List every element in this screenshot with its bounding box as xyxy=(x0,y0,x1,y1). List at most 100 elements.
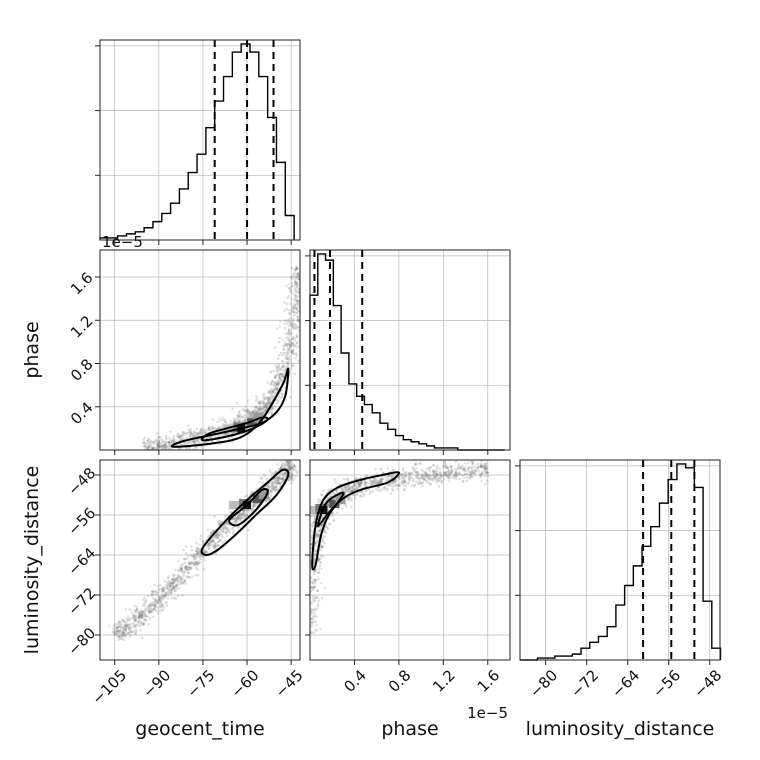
scatter-point xyxy=(168,589,172,592)
scatter-point xyxy=(211,440,214,443)
scatter-point xyxy=(287,294,291,298)
scatter-point xyxy=(314,535,318,538)
scatter-point xyxy=(133,609,137,613)
scatter-point xyxy=(306,612,309,615)
scatter-point xyxy=(192,440,196,443)
scatter-point xyxy=(123,634,127,638)
scatter-point xyxy=(168,442,171,446)
scatter-point xyxy=(287,347,291,351)
scatter-point xyxy=(307,576,310,579)
scatter-point xyxy=(277,477,280,481)
scatter-point xyxy=(391,487,394,491)
scatter-point xyxy=(223,432,226,436)
scatter-point xyxy=(462,468,465,472)
scatter-point xyxy=(253,503,256,506)
scatter-point xyxy=(260,407,263,411)
scatter-point xyxy=(223,525,226,529)
scatter-point xyxy=(218,417,221,420)
scatter-point xyxy=(281,479,285,482)
scatter-point xyxy=(147,622,150,626)
scatter-point xyxy=(407,472,410,475)
scatter-point xyxy=(243,418,246,421)
scatter-point xyxy=(268,469,272,472)
scatter-point xyxy=(149,604,153,607)
scatter-point xyxy=(163,445,167,449)
scatter-point xyxy=(294,630,297,633)
scatter-point xyxy=(434,475,437,478)
scatter-point xyxy=(119,625,123,629)
scatter-point xyxy=(414,463,417,466)
scatter-point xyxy=(185,567,188,570)
scatter-point xyxy=(183,561,187,565)
scatter-point xyxy=(113,633,117,636)
scatter-point xyxy=(197,441,200,444)
scatter-point xyxy=(290,350,293,354)
scatter-point xyxy=(286,351,290,355)
scatter-point xyxy=(476,465,480,469)
scatter-point xyxy=(481,465,484,469)
scatter-point xyxy=(178,575,182,578)
scatter-point xyxy=(181,581,184,585)
scatter-point xyxy=(126,615,130,619)
scatter-point xyxy=(208,543,212,547)
scatter-point xyxy=(257,408,260,411)
scatter-point xyxy=(419,462,423,465)
scatter-point xyxy=(274,381,277,384)
scatter-point xyxy=(134,632,137,635)
scatter-point xyxy=(334,480,338,484)
scatter-point xyxy=(196,551,199,554)
scatter-point xyxy=(438,471,442,474)
scatter-point xyxy=(321,540,324,543)
hist-frame-luminosity_distance xyxy=(519,459,721,661)
scatter-point xyxy=(244,413,248,417)
scatter-point xyxy=(205,436,209,440)
scatter-point xyxy=(176,594,180,597)
scatter-point xyxy=(260,407,263,411)
scatter-point xyxy=(276,463,279,466)
scatter-point xyxy=(155,593,159,597)
scatter-point xyxy=(282,348,285,352)
scatter-point xyxy=(190,561,194,565)
scatter-point xyxy=(242,514,245,518)
scatter-point xyxy=(120,637,123,641)
scatter-point xyxy=(277,412,280,416)
scatter-point xyxy=(181,580,184,584)
scatter-point xyxy=(264,405,267,409)
scatter-point xyxy=(303,280,306,283)
scatter-point xyxy=(180,577,183,581)
scatter-point xyxy=(126,631,129,635)
scatter-point xyxy=(484,465,488,468)
scatter-point xyxy=(157,598,161,601)
scatter-point xyxy=(484,482,487,486)
scatter-point xyxy=(403,487,406,491)
scatter-point xyxy=(288,339,291,342)
scatter-point xyxy=(277,382,280,386)
scatter-point xyxy=(282,477,285,481)
scatter-point xyxy=(165,444,168,448)
scatter-point xyxy=(293,353,297,356)
scatter-point xyxy=(191,440,195,443)
scatter-point xyxy=(242,512,245,515)
scatter-point xyxy=(303,623,306,626)
scatter-point xyxy=(176,578,179,581)
scatter-point xyxy=(406,482,410,486)
scatter-point xyxy=(193,557,197,560)
scatter-point xyxy=(139,628,142,632)
scatter-point xyxy=(358,484,361,488)
scatter-point xyxy=(346,477,349,481)
scatter-point xyxy=(274,488,278,492)
scatter-point xyxy=(270,411,273,414)
ytick-label-luminosity_distance: −64 xyxy=(64,544,99,579)
scatter-point xyxy=(202,539,205,543)
scatter-point xyxy=(321,555,325,558)
scatter-point xyxy=(195,427,199,431)
scatter-point xyxy=(139,613,143,617)
scatter-point xyxy=(225,531,228,534)
scatter-point xyxy=(253,406,257,409)
scatter-point xyxy=(291,466,295,470)
scatter-point xyxy=(289,321,292,325)
scatter-point xyxy=(178,435,181,438)
scatter-point xyxy=(206,429,209,432)
contour-geocent_time_vs_luminosity_distance-1 xyxy=(228,487,269,527)
scatter-point xyxy=(280,375,284,378)
